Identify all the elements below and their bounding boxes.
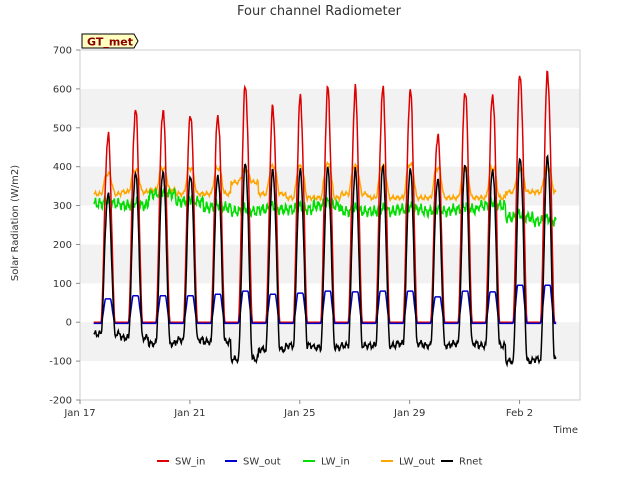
- badge-label: GT_met: [87, 36, 133, 49]
- y-tick-label: 0: [66, 318, 72, 329]
- y-tick-label: -100: [49, 357, 72, 368]
- y-tick-label: 700: [53, 46, 72, 57]
- y-tick-label: 100: [53, 279, 72, 290]
- x-axis-label: Time: [553, 425, 578, 436]
- x-tick-label: Jan 17: [63, 408, 95, 419]
- y-tick-label: 500: [53, 123, 72, 134]
- series-line-sw-out: [93, 284, 557, 325]
- x-tick-label: Jan 29: [393, 408, 425, 419]
- legend-item-lw-out: LW_out: [381, 457, 435, 468]
- y-axis-label: Solar Radiation (W/m2): [10, 165, 21, 281]
- y-tick-label: -200: [49, 396, 72, 407]
- x-tick-label: Jan 25: [283, 408, 315, 419]
- y-axis: -200 -100 0 100 200 300 400 500 600 700: [49, 46, 80, 407]
- x-tick-label: Jan 21: [173, 408, 205, 419]
- legend-item-rnet: Rnet: [441, 457, 482, 468]
- legend-label: SW_out: [243, 457, 281, 468]
- legend-label: Rnet: [459, 457, 482, 468]
- series-line-sw-in: [93, 70, 557, 323]
- legend-label: LW_out: [399, 457, 435, 468]
- legend: SW_in SW_out LW_in LW_out Rnet: [157, 457, 482, 468]
- y-tick-label: 300: [53, 201, 72, 212]
- grid-band: [80, 322, 580, 362]
- badge-shape: [81, 33, 139, 49]
- chart-title: Four channel Radiometer: [237, 4, 402, 19]
- series-layer: [93, 70, 557, 368]
- legend-label: SW_in: [175, 457, 205, 468]
- legend-label: LW_in: [321, 457, 350, 468]
- legend-item-sw-out: SW_out: [225, 457, 281, 468]
- gt-met-badge: GT_met: [81, 33, 139, 49]
- series-line-rnet: [93, 154, 557, 368]
- legend-item-sw-in: SW_in: [157, 457, 205, 468]
- legend-item-lw-in: LW_in: [303, 457, 350, 468]
- y-tick-label: 600: [53, 84, 72, 95]
- y-tick-label: 400: [53, 162, 72, 173]
- x-axis: Jan 17 Jan 21 Jan 25 Jan 29 Feb 2: [63, 400, 533, 419]
- plot-frame: [79, 49, 581, 401]
- grid-band: [80, 244, 580, 284]
- y-tick-label: 200: [53, 240, 72, 251]
- x-tick-label: Feb 2: [506, 408, 533, 419]
